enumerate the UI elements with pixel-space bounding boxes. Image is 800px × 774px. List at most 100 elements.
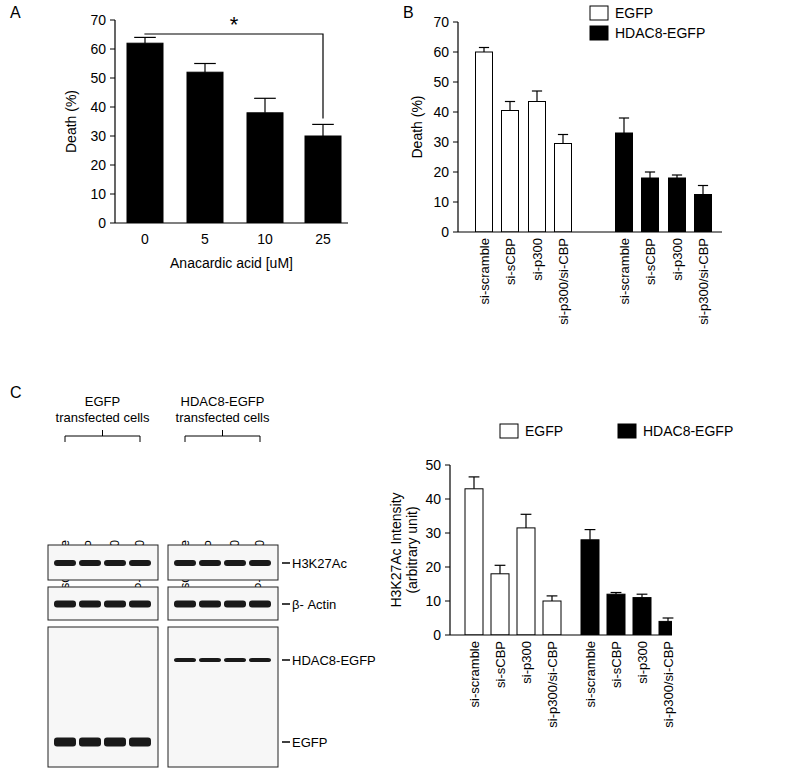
y-tick [445, 567, 450, 568]
group-title: transfected cells [176, 410, 270, 425]
legend-swatch [618, 424, 636, 438]
legend-label: EGFP [525, 423, 563, 439]
error-bar [194, 64, 216, 73]
bar [695, 195, 712, 233]
error-stem [509, 102, 510, 111]
row-marker [282, 741, 290, 743]
y-tick-label: 50 [433, 74, 449, 90]
row-label: HDAC8-EGFP [292, 653, 376, 668]
error-cap [532, 90, 542, 91]
y-tick [453, 232, 458, 233]
blot-band [174, 560, 196, 566]
error-cap [469, 476, 480, 477]
y-tick-label: 60 [90, 41, 106, 57]
y-axis-label: Death (%) [63, 90, 79, 153]
y-tick-label: 0 [98, 215, 106, 231]
x-tick-label: si-sCBP [643, 238, 658, 285]
error-bar [495, 565, 506, 574]
error-bar [312, 124, 334, 136]
x-tick-label: si-sCBP [493, 641, 508, 688]
error-bar [558, 135, 568, 144]
legend: EGFPHDAC8-EGFP [500, 423, 733, 439]
y-tick [445, 465, 450, 466]
error-cap [134, 37, 156, 38]
y-tick-label: 30 [425, 525, 441, 541]
x-axis-label: Anacardic acid [uM] [170, 255, 293, 271]
blot-band [79, 560, 101, 566]
bar [669, 178, 686, 232]
error-cap [558, 134, 568, 135]
blot-band [174, 658, 196, 662]
error-stem [623, 118, 624, 133]
y-tick [110, 107, 115, 108]
error-bar [505, 102, 515, 111]
background [0, 0, 800, 774]
group-bracket [185, 430, 260, 442]
y-tick [453, 202, 458, 203]
legend-swatch [590, 6, 608, 20]
error-bar [663, 618, 674, 621]
error-bar [645, 172, 655, 178]
error-bar [134, 37, 156, 43]
bars [465, 489, 672, 635]
bar [127, 43, 163, 223]
y-axis [449, 465, 450, 635]
y-tick-label: 60 [433, 44, 449, 60]
bar [616, 133, 633, 232]
blot-band [129, 601, 151, 608]
blot-band [104, 560, 126, 566]
y-tick-label: 30 [90, 128, 106, 144]
blot-band [104, 601, 126, 608]
blot-band [79, 738, 101, 747]
y-axis [114, 20, 115, 223]
y-axis [457, 22, 458, 232]
bar [581, 540, 599, 635]
y-tick [110, 49, 115, 50]
bar [502, 111, 519, 233]
y-tick [453, 142, 458, 143]
y-tick [445, 499, 450, 500]
error-bar [521, 514, 532, 528]
x-tick-label: si-p300/si-CBP [545, 641, 560, 728]
blot-band [54, 738, 76, 747]
bar [659, 621, 672, 635]
blot-band [129, 738, 151, 747]
chart-panel: A010203040506070051025Anacardic acid [uM… [10, 4, 348, 271]
x-axis [115, 222, 348, 223]
error-cap [312, 124, 334, 125]
blot-band [249, 658, 271, 662]
legend-label: HDAC8-EGFP [615, 25, 705, 41]
x-tick-label: si-p300 [635, 641, 650, 684]
row-marker [282, 562, 290, 564]
error-stem [499, 565, 500, 574]
blot-band [224, 560, 246, 566]
blot-panel [48, 587, 158, 620]
y-tick-label: 0 [441, 224, 449, 240]
bars [127, 43, 341, 223]
panel-label: B [403, 4, 414, 21]
x-tick-label: si-p300/si-CBP [661, 641, 676, 728]
blot-band [249, 560, 271, 566]
error-cap [547, 595, 558, 596]
error-bar [611, 593, 622, 595]
blot-band [249, 601, 271, 608]
blot-panel [168, 627, 278, 767]
y-tick-label: 20 [425, 559, 441, 575]
error-cap [611, 592, 622, 593]
error-stem [551, 596, 552, 601]
x-tick-label: 0 [141, 231, 149, 247]
bar [529, 102, 546, 233]
y-tick [453, 82, 458, 83]
x-tick-label: si-p300 [519, 641, 534, 684]
y-axis-label: Death (%) [409, 95, 425, 158]
error-stem [473, 477, 474, 489]
x-tick-label: si-scramble [467, 641, 482, 707]
y-tick [453, 52, 458, 53]
y-tick-label: 0 [433, 627, 441, 643]
legend-swatch [500, 424, 518, 438]
group-title: transfected cells [56, 410, 150, 425]
bar [555, 144, 572, 233]
error-stem [702, 186, 703, 195]
y-tick-label: 10 [90, 186, 106, 202]
y-tick [110, 20, 115, 21]
